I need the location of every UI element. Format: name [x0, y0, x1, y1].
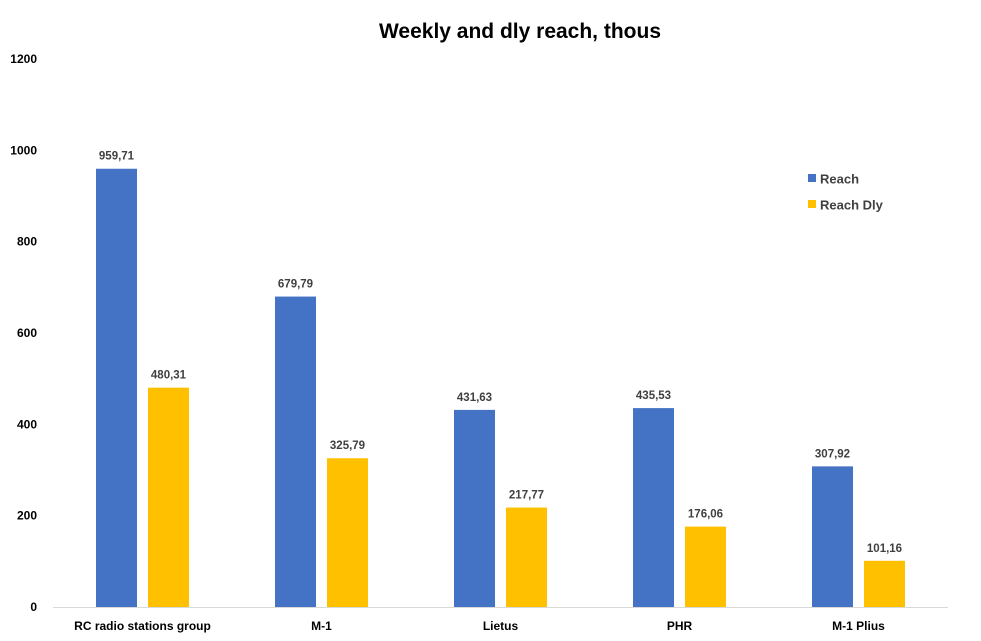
data-label: 435,53 [636, 390, 671, 402]
bar-reach-dly [327, 458, 368, 607]
x-tick-label: RC radio stations group [74, 619, 211, 633]
data-label: 217,77 [509, 490, 544, 502]
data-label: 959,71 [99, 151, 135, 163]
x-tick-label: M-1 [311, 619, 332, 633]
legend-swatch [808, 174, 816, 182]
bar-reach [454, 409, 495, 607]
data-label: 176,06 [688, 509, 723, 521]
y-tick-label: 600 [17, 326, 37, 340]
legend-label: Reach [820, 172, 859, 187]
bar-reach-dly [685, 526, 726, 607]
data-label: 480,31 [151, 370, 187, 382]
chart-title: Weekly and dly reach, thous [379, 20, 661, 43]
bar-reach-dly [864, 560, 905, 607]
y-tick-label: 1000 [10, 143, 37, 157]
y-axis: 0 200 400 600 800 1000 1200 [10, 52, 37, 614]
y-tick-label: 1200 [10, 52, 37, 66]
legend-label: Reach Dly [820, 198, 884, 213]
bar-reach [633, 408, 674, 607]
x-tick-label: M-1 Plius [832, 619, 885, 633]
x-axis: RC radio stations group M-1 Lietus PHR M-1 P… [74, 619, 885, 633]
bar-reach [275, 296, 316, 607]
bar-reach-dly [148, 387, 189, 607]
y-tick-label: 800 [17, 235, 37, 249]
data-label: 101,16 [867, 543, 902, 555]
bar-reach [812, 466, 853, 607]
data-labels: 959,71 480,31 679,79 325,79 431,63 217,77 435,… [99, 151, 902, 555]
legend: Reach Reach Dly [808, 172, 884, 213]
y-tick-label: 200 [17, 509, 37, 523]
y-tick-label: 400 [17, 417, 37, 431]
data-label: 679,79 [278, 279, 313, 291]
data-label: 307,92 [815, 448, 850, 460]
legend-swatch [808, 200, 816, 208]
x-tick-label: PHR [667, 619, 693, 633]
bars [96, 168, 905, 608]
data-label: 325,79 [330, 440, 365, 452]
bar-reach-dly [506, 507, 547, 607]
bar-reach [96, 168, 137, 608]
y-tick-label: 0 [30, 600, 37, 614]
data-label: 431,63 [457, 392, 492, 404]
x-tick-label: Lietus [483, 619, 519, 633]
